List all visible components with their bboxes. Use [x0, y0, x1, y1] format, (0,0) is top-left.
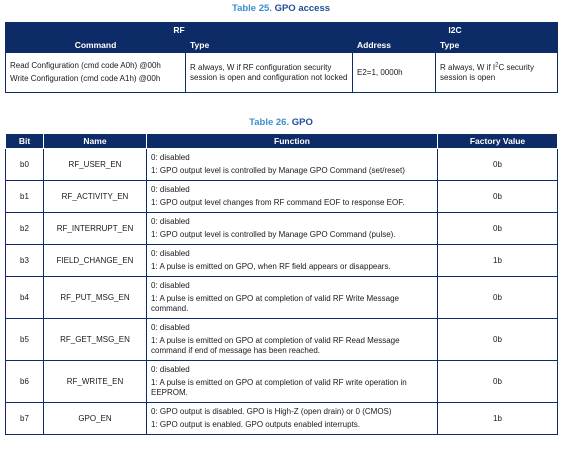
name-cell: GPO_EN — [43, 402, 147, 435]
factory-value-column-header: Factory Value — [437, 133, 558, 149]
name-cell: RF_PUT_MSG_EN — [43, 276, 147, 319]
read-configuration-command: Read Configuration (cmd code A0h) @00h — [10, 61, 161, 70]
function-enabled: 1: GPO output level changes from RF comm… — [151, 198, 405, 207]
function-enabled: 1: GPO output level is controlled by Man… — [151, 230, 396, 239]
rf-type-column-header: Type — [185, 37, 353, 53]
function-disabled: 0: GPO output is disabled. GPO is High-Z… — [151, 407, 392, 416]
i2c-superscript: 2 — [495, 61, 499, 68]
bit-cell: b0 — [5, 148, 44, 181]
factory-value-cell: 0b — [437, 360, 558, 403]
function-enabled: 1: GPO output level is controlled by Man… — [151, 166, 405, 175]
function-cell: 0: GPO output is disabled. GPO is High-Z… — [146, 402, 438, 435]
bit-cell: b4 — [5, 276, 44, 319]
function-enabled: 1: A pulse is emitted on GPO at completi… — [151, 378, 407, 397]
bit-cell: b2 — [5, 212, 44, 245]
name-cell: RF_GET_MSG_EN — [43, 318, 147, 361]
bit-cell: b5 — [5, 318, 44, 361]
table-row: b3 FIELD_CHANGE_EN 0: disabled 1: A pulse… — [5, 244, 558, 277]
command-column-header: Command — [5, 37, 186, 53]
table-row: b5 RF_GET_MSG_EN 0: disabled 1: A pulse i… — [5, 318, 558, 361]
function-column-header: Function — [146, 133, 438, 149]
function-disabled: 0: disabled — [151, 281, 190, 290]
factory-value-cell: 1b — [437, 244, 558, 277]
function-cell: 0: disabled 1: GPO output level changes f… — [146, 180, 438, 213]
gpo-register-table: Bit Name Function Factory Value b0 RF_US… — [5, 133, 558, 435]
bit-cell: b1 — [5, 180, 44, 213]
table-row: b2 RF_INTERRUPT_EN 0: disabled 1: GPO out… — [5, 212, 558, 245]
name-cell: RF_INTERRUPT_EN — [43, 212, 147, 245]
write-configuration-command: Write Configuration (cmd code A1h) @00h — [10, 74, 161, 83]
command-cell: Read Configuration (cmd code A0h) @00h W… — [5, 52, 186, 93]
function-disabled: 0: disabled — [151, 217, 190, 226]
name-cell: FIELD_CHANGE_EN — [43, 244, 147, 277]
address-column-header: Address — [352, 37, 436, 53]
i2c-type-column-header: Type — [434, 37, 559, 53]
factory-value-cell: 1b — [437, 402, 558, 435]
function-cell: 0: disabled 1: GPO output level is contro… — [146, 212, 438, 245]
function-cell: 0: disabled 1: A pulse is emitted on GPO … — [146, 276, 438, 319]
factory-value-cell: 0b — [437, 318, 558, 361]
function-disabled: 0: disabled — [151, 249, 190, 258]
function-disabled: 0: disabled — [151, 153, 190, 162]
function-disabled: 0: disabled — [151, 365, 190, 374]
function-cell: 0: disabled 1: A pulse is emitted on GPO,… — [146, 244, 438, 277]
function-disabled: 0: disabled — [151, 185, 190, 194]
factory-value-cell: 0b — [437, 276, 558, 319]
table-26-title: GPO — [291, 117, 313, 128]
table-25-title: GPO access — [274, 3, 331, 14]
table-row: b4 RF_PUT_MSG_EN 0: disabled 1: A pulse i… — [5, 276, 558, 319]
table-26-caption: Table 26. GPO — [0, 117, 562, 128]
address-cell: E2=1, 0000h — [352, 52, 436, 93]
function-enabled: 1: A pulse is emitted on GPO at completi… — [151, 294, 399, 313]
function-enabled: 1: GPO output is enabled. GPO outputs en… — [151, 420, 361, 429]
function-cell: 0: disabled 1: GPO output level is contro… — [146, 148, 438, 181]
rf-type-cell: R always, W if RF configuration security… — [185, 52, 353, 93]
gpo-access-table: RF I2C Command Type Address Type Read Co… — [5, 22, 559, 93]
factory-value-cell: 0b — [437, 148, 558, 181]
function-enabled: 1: A pulse is emitted on GPO at completi… — [151, 336, 400, 355]
bit-cell: b7 — [5, 402, 44, 435]
function-disabled: 0: disabled — [151, 323, 190, 332]
function-cell: 0: disabled 1: A pulse is emitted on GPO … — [146, 360, 438, 403]
bit-cell: b3 — [5, 244, 44, 277]
name-cell: RF_WRITE_EN — [43, 360, 147, 403]
i2c-type-text-start: R always, W if I — [440, 62, 496, 72]
rf-group-header: RF — [5, 22, 353, 38]
bit-cell: b6 — [5, 360, 44, 403]
i2c-type-text-end: C security session is open — [440, 62, 535, 82]
factory-value-cell: 0b — [437, 212, 558, 245]
i2c-group-header: I2C — [351, 22, 559, 38]
function-enabled: 1: A pulse is emitted on GPO, when RF fi… — [151, 262, 391, 271]
table-row: b0 RF_USER_EN 0: disabled 1: GPO output l… — [5, 148, 558, 181]
name-cell: RF_USER_EN — [43, 148, 147, 181]
table-row: b1 RF_ACTIVITY_EN 0: disabled 1: GPO outp… — [5, 180, 558, 213]
table-25-number: Table 25. — [231, 3, 272, 14]
bit-column-header: Bit — [5, 133, 44, 149]
table-26-number: Table 26. — [249, 117, 290, 128]
name-column-header: Name — [43, 133, 147, 149]
factory-value-cell: 0b — [437, 180, 558, 213]
table-row: b6 RF_WRITE_EN 0: disabled 1: A pulse is … — [5, 360, 558, 403]
table-row: b7 GPO_EN 0: GPO output is disabled. GPO… — [5, 402, 558, 435]
function-cell: 0: disabled 1: A pulse is emitted on GPO … — [146, 318, 438, 361]
name-cell: RF_ACTIVITY_EN — [43, 180, 147, 213]
i2c-type-cell: R always, W if I2C security session is o… — [434, 52, 559, 93]
table-25-caption: Table 25. GPO access — [0, 3, 562, 14]
